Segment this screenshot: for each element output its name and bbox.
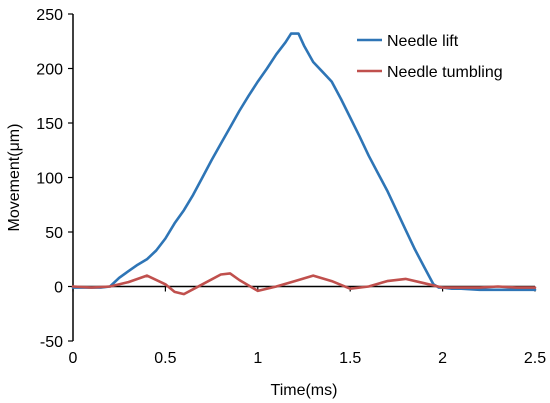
x-tick-label: 2 (438, 350, 447, 367)
x-tick-label: 1.5 (339, 350, 361, 367)
y-tick-label: 0 (54, 280, 63, 297)
x-tick-label: 0.5 (154, 350, 176, 367)
x-tick-label: 2.5 (524, 350, 546, 367)
y-tick-label: 150 (36, 116, 63, 133)
legend-label: Needle lift (387, 33, 459, 50)
y-tick-label: 250 (36, 7, 63, 24)
x-tick-label: 1 (253, 350, 262, 367)
series-layer (71, 32, 537, 296)
y-tick-label: -50 (40, 334, 63, 351)
y-tick-label: 200 (36, 62, 63, 79)
y-tick-label: 50 (45, 225, 63, 242)
x-axis: 0 0.5 1 1.5 2 2.5 (69, 285, 546, 367)
y-axis: -50 0 50 100 150 200 250 (36, 7, 74, 351)
series-line-needle-tumbling (71, 272, 537, 296)
legend: Needle lift Needle tumbling (357, 33, 503, 81)
y-axis-title: Movement(μm) (6, 124, 23, 232)
legend-label: Needle tumbling (387, 64, 503, 81)
x-tick-label: 0 (69, 350, 78, 367)
y-tick-label: 100 (36, 171, 63, 188)
x-axis-title: Time(ms) (271, 382, 338, 399)
